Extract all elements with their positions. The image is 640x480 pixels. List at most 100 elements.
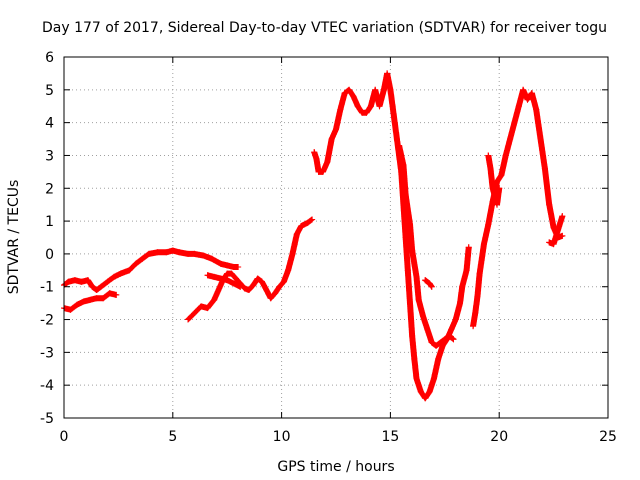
data-point — [350, 93, 357, 100]
data-point — [415, 296, 422, 303]
data-point — [502, 152, 509, 159]
x-tick-label: 15 — [381, 429, 399, 445]
data-point — [511, 119, 518, 126]
y-tick-label: 5 — [45, 83, 54, 99]
data-point — [276, 283, 283, 290]
data-point — [84, 277, 91, 284]
data-point — [117, 270, 124, 277]
x-tick-label: 0 — [60, 429, 69, 445]
data-point — [89, 283, 96, 290]
data-point — [459, 283, 466, 290]
y-tick-label: -3 — [40, 345, 54, 361]
data-point — [520, 86, 527, 93]
x-axis-title: GPS time / hours — [277, 459, 394, 475]
data-point — [71, 277, 78, 284]
data-point — [309, 216, 316, 223]
data-point — [559, 232, 566, 239]
x-tick-label: 5 — [168, 429, 177, 445]
data-point — [428, 283, 435, 290]
data-point — [74, 301, 81, 308]
data-point — [111, 273, 118, 280]
x-tick-label: 10 — [273, 429, 291, 445]
data-marks — [61, 70, 566, 402]
data-point — [406, 221, 413, 228]
data-point — [87, 296, 94, 303]
data-point — [237, 283, 244, 290]
data-point — [559, 213, 566, 220]
data-point — [448, 326, 455, 333]
data-point — [80, 298, 87, 305]
data-point — [450, 336, 457, 343]
data-point — [154, 249, 161, 256]
data-point — [400, 162, 407, 169]
data-point — [285, 267, 292, 274]
series-track-h — [470, 86, 566, 330]
series-marks — [185, 216, 316, 323]
data-point — [200, 252, 207, 259]
data-point — [126, 267, 133, 274]
data-point — [337, 106, 344, 113]
data-point — [430, 375, 437, 382]
y-tick-label: 0 — [45, 247, 54, 263]
data-point — [524, 96, 531, 103]
data-point — [380, 86, 387, 93]
data-point — [404, 267, 411, 274]
chart-title: Day 177 of 2017, Sidereal Day-to-day VTE… — [42, 20, 607, 36]
data-point — [254, 275, 261, 282]
data-point — [224, 277, 231, 284]
data-point — [232, 275, 239, 282]
data-point — [384, 70, 391, 77]
data-point — [176, 249, 183, 256]
data-point — [272, 290, 279, 297]
series-track-a — [61, 247, 242, 294]
y-tick-label: -1 — [40, 280, 54, 296]
data-point — [474, 293, 481, 300]
y-tick-label: -5 — [40, 411, 54, 427]
data-point — [245, 287, 252, 294]
data-point — [541, 165, 548, 172]
data-point — [298, 223, 305, 230]
data-point — [494, 178, 501, 185]
data-point — [267, 295, 274, 302]
data-point — [104, 278, 111, 285]
data-point — [106, 290, 113, 297]
data-point — [280, 278, 287, 285]
data-point — [313, 155, 320, 162]
y-tick-label: 4 — [45, 116, 54, 132]
data-point — [426, 388, 433, 395]
data-point — [217, 260, 224, 267]
data-point — [217, 275, 224, 282]
data-point — [498, 172, 505, 179]
data-point — [409, 247, 416, 254]
data-point — [446, 332, 453, 339]
y-tick-label: -4 — [40, 378, 54, 394]
data-point — [465, 244, 472, 251]
data-point — [241, 285, 248, 292]
x-tick-label: 25 — [599, 429, 617, 445]
data-point — [437, 339, 444, 346]
data-point — [289, 250, 296, 257]
data-point — [367, 103, 374, 110]
data-point — [485, 221, 492, 228]
data-point — [169, 247, 176, 254]
data-point — [263, 287, 270, 294]
data-point — [341, 90, 348, 97]
data-point — [198, 303, 205, 310]
data-point — [426, 280, 433, 287]
data-point — [515, 103, 522, 110]
series-track-c — [185, 216, 316, 323]
data-point — [537, 136, 544, 143]
data-point — [346, 86, 353, 93]
data-point — [420, 313, 427, 320]
data-point — [163, 249, 170, 256]
data-point — [550, 241, 557, 248]
data-point — [463, 267, 470, 274]
data-point — [546, 239, 553, 246]
data-point — [304, 219, 311, 226]
y-tick-label: 6 — [45, 50, 54, 66]
data-point — [411, 355, 418, 362]
plot-frame — [63, 56, 609, 419]
series-marks — [470, 86, 566, 330]
data-point — [191, 250, 198, 257]
